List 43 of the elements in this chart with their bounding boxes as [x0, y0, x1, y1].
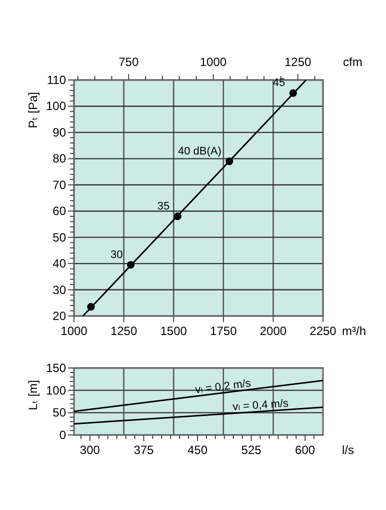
y-tick-label: 50 [52, 230, 66, 244]
point [226, 157, 234, 166]
y-axis-title: Lₜ [m] [26, 380, 40, 410]
x2-tick-label: 1000 [200, 55, 227, 69]
x-tick-label: 600 [295, 443, 316, 457]
x-tick-label: 450 [187, 443, 208, 457]
y-tick-label: 110 [46, 73, 66, 87]
x-tick-label: 1500 [160, 324, 188, 338]
x2-axis-title: cfm [343, 55, 362, 69]
x-tick-label: 1000 [60, 324, 88, 338]
x-tick-label: 300 [80, 443, 100, 457]
x2-tick-label: 750 [118, 55, 139, 69]
annotation: 35 [157, 200, 170, 212]
y-tick-label: 60 [52, 204, 66, 218]
x2-tick-label: 1250 [284, 55, 312, 69]
y-tick-label: 90 [52, 125, 66, 140]
y-tick-label: 0 [59, 428, 66, 442]
y-tick-label: 80 [52, 152, 66, 166]
x-tick-label: 2250 [310, 324, 337, 338]
x-tick-label: 2000 [260, 324, 287, 338]
y-tick-label: 50 [52, 406, 66, 420]
point [87, 303, 95, 311]
y-tick-label: 150 [46, 361, 66, 375]
annotation: 30 [110, 248, 123, 261]
point [289, 89, 297, 97]
x-tick-label: 525 [241, 443, 262, 457]
y-axis-title: Pₜ [Pa] [26, 92, 40, 128]
x-tick-label: 1750 [210, 324, 238, 338]
y-tick-label: 100 [46, 99, 66, 114]
x-tick-label: 375 [134, 443, 154, 457]
y-tick-label: 100 [46, 383, 66, 398]
x-axis-title: m³/h [342, 324, 366, 338]
y-tick-label: 70 [52, 178, 66, 192]
text: vₗ = 0,2 m/s [194, 377, 252, 396]
y-tick-label: 30 [52, 282, 66, 297]
y-tick-label: 40 [52, 256, 66, 271]
point [174, 212, 182, 220]
x-tick-label: 1250 [110, 324, 138, 338]
x-axis-title: l/s [342, 443, 354, 457]
annotation: 40 dB(A) [178, 145, 222, 158]
y-tick-label: 20 [52, 309, 66, 323]
series-label: vₗ = 0,4 m/s [232, 398, 290, 414]
point [126, 261, 135, 269]
